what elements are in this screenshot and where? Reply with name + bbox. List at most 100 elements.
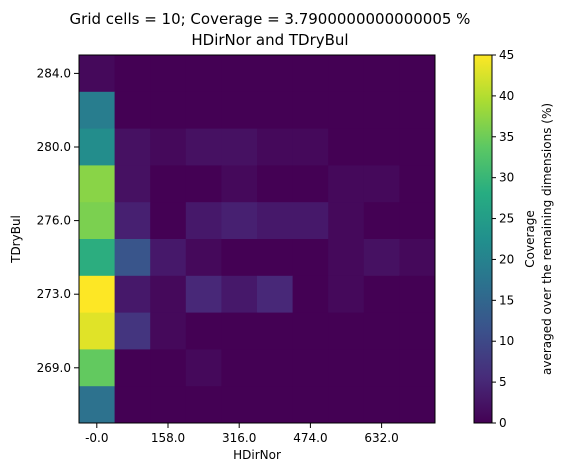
heatmap-cell	[221, 239, 258, 277]
heatmap-cell	[363, 202, 400, 240]
heatmap-cell	[150, 312, 187, 350]
colorbar-label-line1: Coverage	[523, 210, 537, 268]
colorbar-tick-label: 20	[499, 252, 514, 266]
heatmap-cell	[363, 312, 400, 350]
heatmap-cell	[79, 349, 116, 387]
heatmap-cell	[79, 91, 116, 130]
x-tick-label: 158.0	[151, 431, 185, 445]
heatmap-cell	[150, 128, 187, 166]
y-axis: 284.0 280.0 276.0 273.0 269.0	[37, 66, 79, 375]
x-tick-label: 474.0	[293, 431, 327, 445]
y-tick-label: 276.0	[37, 214, 71, 228]
heatmap-cell	[292, 312, 329, 350]
colorbar-tick-label: 10	[499, 334, 514, 348]
heatmap-cell	[221, 386, 258, 424]
heatmap-cell	[257, 128, 294, 166]
x-tick-label: -0.0	[85, 431, 108, 445]
heatmap-cell	[257, 275, 294, 314]
heatmap-cell	[221, 275, 258, 314]
y-tick-label: 280.0	[37, 140, 71, 154]
colorbar-tick-label: 30	[499, 171, 514, 185]
colorbar-tick-label: 25	[499, 212, 514, 226]
heatmap-cell	[292, 239, 329, 277]
heatmap-cell	[328, 55, 365, 93]
heatmap-cell	[185, 55, 222, 93]
x-tick-label: 316.0	[222, 431, 256, 445]
heatmap-cell	[114, 91, 151, 130]
colorbar-tick-label: 15	[499, 293, 514, 307]
heatmap-cell	[292, 91, 329, 130]
plot-frame	[78, 54, 436, 424]
x-axis: -0.0 158.0 316.0 474.0 632.0	[85, 423, 399, 445]
heatmap-cell	[150, 386, 187, 424]
heatmap-cell	[257, 239, 294, 277]
heatmap-cell	[257, 349, 294, 387]
heatmap-cell	[257, 91, 294, 130]
y-tick-label: 269.0	[37, 361, 71, 375]
heatmap-cell	[399, 312, 436, 350]
heatmap-cell	[328, 275, 365, 314]
heatmap-cell	[328, 91, 365, 130]
heatmap-cell	[114, 202, 151, 240]
heatmap-cell	[114, 55, 151, 93]
heatmap-cell	[257, 55, 294, 93]
heatmap-cell	[363, 128, 400, 166]
heatmap-cell	[114, 349, 151, 387]
colorbar	[473, 54, 493, 424]
colorbar-tick-label: 5	[499, 375, 507, 389]
heatmap-cell	[114, 239, 151, 277]
heatmap-cell	[328, 312, 365, 350]
heatmap-grid	[79, 55, 436, 424]
heatmap-cell	[363, 55, 400, 93]
heatmap-cell	[399, 386, 436, 424]
heatmap-cell	[185, 275, 222, 314]
heatmap-cell	[221, 349, 258, 387]
heatmap-cell	[185, 165, 222, 203]
heatmap-cell	[292, 202, 329, 240]
heatmap-cell	[79, 128, 116, 166]
heatmap-cell	[79, 239, 116, 277]
colorbar-axis: 0 5 10 15 20 25 30 35 40 45	[492, 48, 514, 430]
heatmap-cell	[292, 128, 329, 166]
heatmap-cell	[363, 91, 400, 130]
colorbar-label-line2: averaged over the remaining dimensions (…	[540, 103, 554, 375]
heatmap-cell	[150, 91, 187, 130]
heatmap-cell	[257, 386, 294, 424]
colorbar-tick-label: 0	[499, 416, 507, 430]
heatmap-cell	[185, 128, 222, 166]
chart-title-line2: HDirNor and TDryBul	[191, 31, 348, 49]
heatmap-cell	[363, 386, 400, 424]
heatmap-cell	[257, 202, 294, 240]
x-tick-label: 632.0	[364, 431, 398, 445]
heatmap-cell	[328, 239, 365, 277]
heatmap-cell	[363, 349, 400, 387]
heatmap-cell	[363, 165, 400, 203]
colorbar-tick-label: 40	[499, 89, 514, 103]
chart-title-line1: Grid cells = 10; Coverage = 3.7900000000…	[70, 10, 471, 28]
heatmap-cell	[221, 312, 258, 350]
heatmap-cell	[79, 386, 116, 424]
heatmap-cell	[399, 55, 436, 93]
heatmap-cell	[185, 91, 222, 130]
heatmap-cell	[328, 165, 365, 203]
heatmap-cell	[328, 202, 365, 240]
heatmap-cell	[399, 239, 436, 277]
heatmap-cell	[150, 239, 187, 277]
heatmap-cell	[363, 275, 400, 314]
heatmap-cell	[292, 386, 329, 424]
x-axis-label: HDirNor	[233, 448, 281, 462]
heatmap-cell	[221, 55, 258, 93]
y-tick-label: 273.0	[37, 287, 71, 301]
heatmap-cell	[221, 128, 258, 166]
heatmap-cell	[399, 349, 436, 387]
heatmap-cell	[257, 312, 294, 350]
heatmap-cell	[79, 275, 116, 314]
heatmap-cell	[221, 91, 258, 130]
heatmap-cell	[328, 386, 365, 424]
heatmap-cell	[328, 349, 365, 387]
heatmap-cell	[185, 386, 222, 424]
heatmap-cell	[257, 165, 294, 203]
heatmap-cell	[114, 165, 151, 203]
heatmap-cell	[185, 349, 222, 387]
